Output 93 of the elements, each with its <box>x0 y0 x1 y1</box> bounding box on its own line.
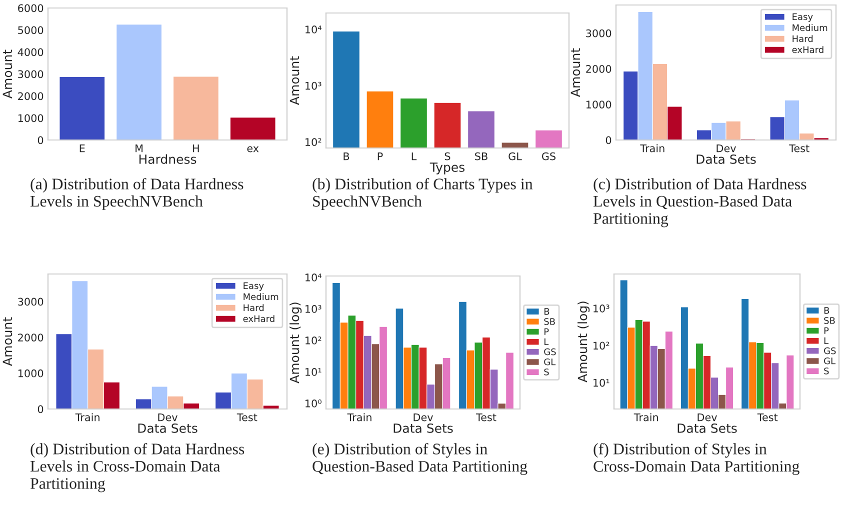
legend-label: exHard <box>792 46 824 54</box>
x-axis-title: Data Sets <box>696 154 756 164</box>
y-tick-label: 10³ <box>306 82 322 90</box>
legend-label: Hard <box>792 35 813 42</box>
x-tick-label: Test <box>789 144 810 152</box>
legend-label: GS <box>824 347 836 354</box>
x-tick-label: Test <box>476 413 496 422</box>
text: (f) Distribution of Styles in Cross-Domain Data Partitioning <box>594 443 800 475</box>
y-tick-label: 10¹ <box>306 368 322 376</box>
text: (b) Distribution of Charts Types in SpeechNVBench <box>312 178 533 210</box>
legend-label: Hard <box>244 304 264 312</box>
legend-label: L <box>824 337 829 344</box>
y-tick-label: 10⁴ <box>306 26 322 34</box>
x-axis-title: Data Sets <box>678 423 737 433</box>
x-tick-label: S <box>444 152 450 160</box>
legend-label: P <box>544 328 549 335</box>
x-tick-label: ex <box>247 146 259 152</box>
y-tick-label: 10¹ <box>594 378 610 387</box>
y-tick-label: 10³ <box>594 304 610 312</box>
x-tick-label: Dev <box>698 413 717 422</box>
bar <box>172 76 220 140</box>
y-tick-label: 10² <box>306 336 322 344</box>
y-axis-title: Amount <box>570 48 580 97</box>
text: (a) Distribution of Data Hardness Levels in SpeechNVBench <box>30 178 244 210</box>
x-tick-label: Train <box>640 144 664 152</box>
legend-label: Medium <box>244 293 278 300</box>
x-tick-label: B <box>344 152 350 160</box>
legend-label: GL <box>544 358 556 366</box>
y-tick-label: 1000 <box>18 369 44 378</box>
x-tick-label: SB <box>475 152 488 160</box>
legend-label: SB <box>824 317 835 324</box>
y-tick-label: 3000 <box>18 298 44 306</box>
legend-label: Easy <box>792 13 813 22</box>
x-tick-label: H <box>193 144 199 152</box>
y-tick-label: 2000 <box>18 92 44 100</box>
legend-label: GL <box>824 357 836 364</box>
x-tick-label: Dev <box>158 413 178 422</box>
legend-label: P <box>824 327 829 334</box>
x-tick-label: Test <box>236 413 258 422</box>
y-tick-label: 10³ <box>306 305 322 313</box>
x-tick-label: P <box>378 152 383 160</box>
y-tick-label: 2000 <box>18 334 44 342</box>
x-axis-title: Types <box>430 162 464 174</box>
bar <box>59 76 106 140</box>
y-tick-label: 6000 <box>18 4 44 12</box>
x-tick-label: Train <box>634 413 658 422</box>
y-tick-label: 3000 <box>586 29 612 38</box>
y-axis-title: Amount <box>2 50 12 98</box>
y-axis-title: Amount <box>290 56 300 105</box>
x-tick-label: Test <box>757 413 778 422</box>
x-tick-label: M <box>136 144 143 152</box>
y-tick-label: 1000 <box>586 100 612 108</box>
legend-label: GS <box>544 348 556 356</box>
y-tick-label: 0 <box>606 136 612 144</box>
y-tick-label: 3000 <box>18 70 44 78</box>
y-tick-label: 0 <box>38 136 44 144</box>
y-tick-label: 10⁰ <box>306 400 322 408</box>
x-tick-label: E <box>80 144 85 152</box>
text: (e) Distribution of Styles in Question-Based Data Partitioning <box>312 443 528 475</box>
legend-label: B <box>824 307 830 314</box>
bar <box>230 116 276 140</box>
x-tick-label: Dev <box>716 144 736 152</box>
y-axis-title: Amount <box>2 317 12 366</box>
y-tick-label: 10² <box>594 342 610 350</box>
y-tick-label: 10² <box>306 138 322 146</box>
x-tick-label: L <box>412 152 417 160</box>
y-tick-label: 10⁴ <box>306 274 322 282</box>
text: (d) Distribution of Data Hardness Levels in Cross-Domain Data Partitioning <box>30 443 244 492</box>
y-tick-label: 2000 <box>586 64 612 73</box>
legend-label: exHard <box>243 315 274 322</box>
x-tick-label: GL <box>508 152 522 160</box>
x-axis-title: Hardness <box>139 154 196 164</box>
x-tick-label: Dev <box>414 413 433 422</box>
x-axis-title: Data Sets <box>138 423 198 433</box>
x-tick-label: GS <box>542 152 556 160</box>
y-tick-label: 5000 <box>18 26 44 34</box>
legend-label: S <box>544 368 549 376</box>
x-axis-title: Data Sets <box>394 423 453 433</box>
y-axis-title: Amount (log) <box>290 302 302 384</box>
legend-label: L <box>544 338 549 345</box>
y-tick-label: 0 <box>38 405 44 414</box>
bar <box>116 24 162 140</box>
legend-label: B <box>544 308 550 315</box>
y-tick-label: 4000 <box>18 48 44 56</box>
text: (c) Distribution of Data Hardness Levels in Question-Based Data Partitioning <box>593 178 806 228</box>
legend-label: SB <box>544 318 555 325</box>
y-tick-label: 1000 <box>18 114 44 122</box>
y-axis-title: Amount (log) <box>578 302 590 382</box>
legend-label: Easy <box>244 282 264 291</box>
legend-label: S <box>824 368 829 374</box>
x-tick-label: Train <box>75 413 100 422</box>
legend-label: Medium <box>792 24 828 32</box>
x-tick-label: Train <box>347 413 372 422</box>
